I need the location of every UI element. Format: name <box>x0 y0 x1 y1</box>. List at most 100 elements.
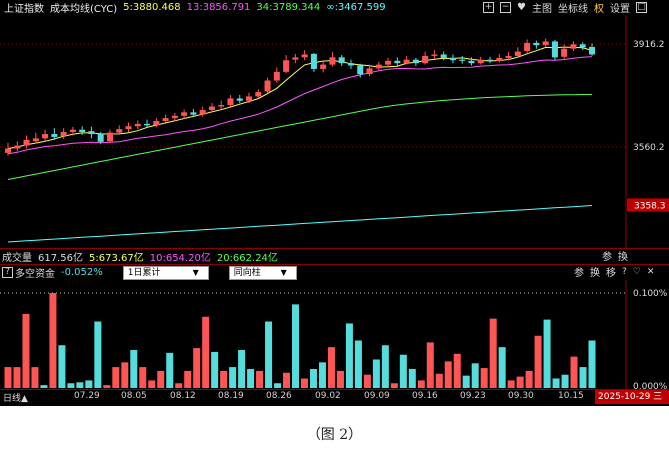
volume-switch-button[interactable]: 換 <box>618 252 628 263</box>
x-tick-label: 08.12 <box>170 391 196 401</box>
candle-body <box>357 65 364 75</box>
fund-flow-bar <box>4 367 12 388</box>
candle-body <box>208 106 215 111</box>
candle-body <box>422 55 429 64</box>
volume-ma20: 20:662.24亿 <box>216 253 278 264</box>
candle-body <box>218 105 225 107</box>
x-tick-label: 09.09 <box>364 391 390 401</box>
fund-flow-bar <box>58 345 66 388</box>
fund-flow-bar <box>274 383 282 388</box>
heart-outline-icon[interactable]: ♡ <box>632 266 641 277</box>
x-axis <box>0 389 669 406</box>
candle-body <box>5 148 11 153</box>
fund-flow-bar <box>399 354 407 388</box>
candle-body <box>514 51 521 56</box>
indicator-title[interactable]: 多空资金 <box>15 269 55 280</box>
indicator-switch-button[interactable]: 换 <box>590 268 600 279</box>
candle-body <box>88 131 95 135</box>
restore-icon[interactable]: □ <box>635 2 647 13</box>
close-icon[interactable]: ✕ <box>646 266 655 277</box>
fund-flow-bar <box>471 363 479 388</box>
index-name[interactable]: 上证指数 <box>4 4 44 15</box>
volume-ma10: 10:654.20亿 <box>149 253 211 264</box>
candle-body <box>477 59 484 64</box>
candle-body <box>320 64 327 69</box>
candle-body <box>385 60 392 65</box>
candle-body <box>579 44 586 48</box>
candle-body <box>134 123 141 127</box>
fund-flow-bar <box>229 367 237 388</box>
fund-flow-bar <box>148 380 156 388</box>
up-arrow-icon: ▲ <box>21 394 28 404</box>
volume-params-button[interactable]: 参 <box>602 252 612 263</box>
fund-flow-bar <box>309 369 317 388</box>
candle-body <box>496 57 503 61</box>
candle-body <box>181 112 188 116</box>
fund-flow-bar <box>202 316 210 388</box>
accumulate-select-value: 1日累计 <box>127 267 161 278</box>
ma13-value: 13:3856.791 <box>186 2 251 13</box>
fund-flow-bar <box>543 319 551 388</box>
indicator-name[interactable]: 成本均线(CYC) <box>50 4 118 15</box>
candle-body <box>338 57 345 64</box>
main-chart-button[interactable]: 主图 <box>531 4 552 15</box>
price-tick-label: 3560.2 <box>633 143 665 153</box>
x-tick-label: 08.05 <box>121 391 147 401</box>
indicator-toolbar: 参 换 移 ? ♡ ✕ <box>568 264 655 280</box>
fund-flow-bar <box>363 374 371 388</box>
fund-flow-bar <box>354 340 362 388</box>
x-tick-label: 09.02 <box>315 391 341 401</box>
zoom-in-icon[interactable]: + <box>483 2 494 13</box>
rights-button[interactable]: 权 <box>593 4 604 15</box>
fund-flow-bar <box>175 383 183 388</box>
indicator-move-button[interactable]: 移 <box>606 268 616 279</box>
period-selector[interactable]: 日线▲ <box>3 391 28 404</box>
sub-tick-label: 0.100% <box>633 289 668 299</box>
candle-body <box>292 57 299 60</box>
fund-flow-bar <box>49 293 57 388</box>
fund-flow-bar <box>444 361 452 388</box>
x-tick-label: 09.16 <box>412 391 438 401</box>
coordinate-line-button[interactable]: 坐标线 <box>557 4 588 15</box>
fund-flow-bar <box>435 373 443 388</box>
fund-flow-bar <box>76 382 84 388</box>
candle-body <box>116 129 123 133</box>
stock-chart-window: 上证指数 成本均线(CYC) 5:3880.468 13:3856.791 34… <box>0 0 669 406</box>
fund-flow-bar <box>336 370 344 388</box>
x-tick-label: 07.29 <box>74 391 100 401</box>
fund-flow-bar <box>13 367 21 388</box>
candlestick-chart[interactable]: 3916.2 3560.2 3358.3 <box>0 15 669 248</box>
settings-button[interactable]: 设置 <box>609 4 630 15</box>
candle-body <box>199 110 206 115</box>
indicator-params-button[interactable]: 参 <box>574 268 584 279</box>
ma34-line <box>7 93 593 180</box>
candle-body <box>505 55 512 58</box>
zoom-out-icon[interactable]: − <box>500 2 511 13</box>
candle-body <box>524 42 531 52</box>
candle-body <box>329 57 336 65</box>
candle-body <box>51 134 58 137</box>
fund-flow-bar <box>256 370 264 388</box>
candle-body <box>246 96 253 101</box>
candle-body <box>255 92 262 97</box>
candle-body <box>394 60 401 64</box>
current-date-badge: 2025-10-29 三 <box>595 390 669 404</box>
x-tick-label: 09.30 <box>508 391 534 401</box>
bar-mode-select[interactable]: 同向柱 ▼ <box>228 265 297 280</box>
help-icon[interactable]: ? <box>2 267 13 278</box>
fund-flow-bar <box>193 348 201 388</box>
help-circle-icon[interactable]: ? <box>622 266 627 277</box>
ma5-line <box>7 46 593 149</box>
favorite-icon[interactable]: ♥ <box>517 2 526 13</box>
fund-flow-bar <box>220 370 228 388</box>
fund-flow-bar <box>166 352 174 388</box>
indicator-value: -0.052% <box>61 267 103 278</box>
fund-flow-bar <box>453 353 461 388</box>
indicator-bar: ? 多空资金 -0.052% 1日累计 ▼ 同向柱 ▼ <box>0 264 669 280</box>
fund-flow-bar <box>300 378 308 388</box>
fund-flow-bar <box>525 370 533 388</box>
fund-flow-bar <box>516 376 524 388</box>
fund-flow-bar-chart[interactable]: 0.100% 0.000% <box>0 280 669 390</box>
accumulate-select[interactable]: 1日累计 ▼ <box>122 265 209 280</box>
period-label: 日线 <box>3 394 22 404</box>
